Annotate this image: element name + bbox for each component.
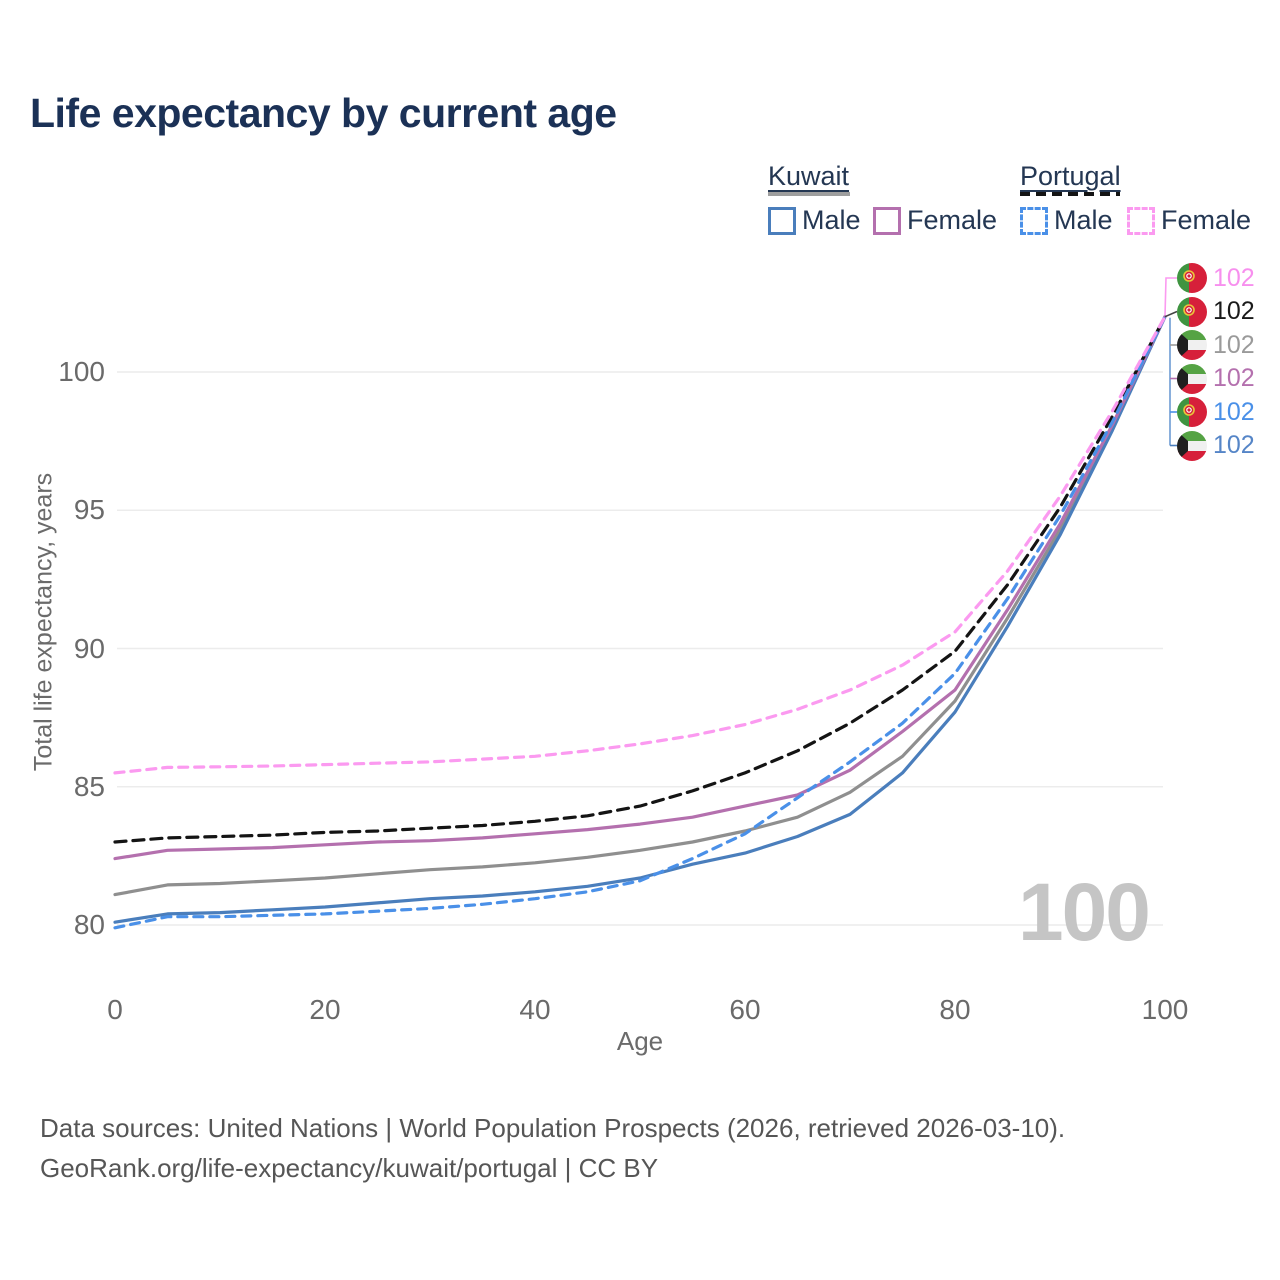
end-value: 102	[1213, 297, 1255, 325]
hover-x-value: 100	[1018, 867, 1151, 958]
y-tick-label: 85	[73, 770, 105, 802]
end-label-kuwait-both[interactable]: 102	[1177, 330, 1255, 360]
end-value: 102	[1213, 364, 1255, 392]
legend-item-kuwait-male[interactable]: Male	[768, 205, 861, 236]
kuwait-flag-icon	[1177, 363, 1207, 394]
end-label-portugal-male[interactable]: 102	[1177, 397, 1255, 427]
data-sources-line: Data sources: United Nations | World Pop…	[40, 1113, 1066, 1143]
kuwait-flag-icon	[1177, 330, 1207, 360]
end-value: 102	[1213, 397, 1255, 426]
end-label-portugal-female[interactable]: 102	[1177, 263, 1255, 293]
license-line[interactable]: GeoRank.org/life-expectancy/kuwait/portu…	[40, 1153, 659, 1183]
y-tick-label: 90	[73, 632, 105, 664]
y-tick-label: 80	[73, 909, 105, 940]
end-value: 102	[1213, 330, 1255, 359]
x-tick-label: 60	[729, 994, 761, 1025]
y-tick-label: 100	[58, 356, 105, 387]
x-tick-label: 20	[309, 994, 341, 1025]
legend-group-portugal[interactable]: Portugal	[1020, 161, 1121, 191]
legend-item-portugal-male[interactable]: Male	[1020, 205, 1113, 236]
end-label-kuwait-female[interactable]: 102	[1177, 363, 1255, 394]
attribution-footer: Data sources: United Nations | World Pop…	[40, 1108, 1065, 1188]
portugal-flag-icon	[1177, 397, 1207, 427]
legend-label: Male	[802, 205, 861, 235]
legend-label: Female	[1161, 205, 1252, 235]
x-tick-label: 0	[107, 994, 123, 1025]
page-title: Life expectancy by current age	[30, 90, 617, 136]
kuwait-male-swatch-icon	[768, 206, 796, 235]
kuwait-flag-icon	[1177, 430, 1207, 461]
x-tick-label: 40	[519, 994, 551, 1025]
x-axis-title: Age	[616, 1026, 664, 1056]
portugal-flag-icon	[1177, 263, 1207, 293]
legend-item-portugal-female[interactable]: Female	[1127, 205, 1251, 236]
legend-item-kuwait-female[interactable]: Female	[873, 205, 997, 236]
legend-label: Female	[907, 205, 998, 235]
legend-label: Male	[1054, 205, 1113, 235]
legend-group-kuwait[interactable]: Kuwait	[768, 161, 850, 191]
kuwait-female-swatch-icon	[873, 206, 901, 235]
y-tick-label: 95	[73, 494, 105, 526]
x-tick-label: 100	[1141, 994, 1189, 1025]
end-label-portugal-both[interactable]: 102	[1177, 296, 1255, 327]
x-tick-label: 80	[939, 994, 971, 1025]
portugal-female-swatch-icon	[1127, 206, 1155, 235]
end-value: 102	[1213, 431, 1255, 459]
portugal-male-swatch-icon	[1020, 206, 1048, 235]
kuwait-line-style-sample	[768, 192, 850, 196]
end-value: 102	[1213, 263, 1255, 292]
portugal-flag-icon	[1177, 296, 1207, 327]
portugal-line-style-sample	[1020, 192, 1120, 196]
end-label-kuwait-male[interactable]: 102	[1177, 430, 1255, 461]
